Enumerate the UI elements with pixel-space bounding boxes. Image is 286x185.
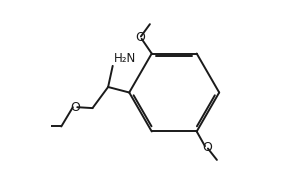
Text: O: O xyxy=(202,141,212,154)
Text: O: O xyxy=(135,31,145,44)
Text: O: O xyxy=(70,101,80,114)
Text: H₂N: H₂N xyxy=(114,52,136,65)
